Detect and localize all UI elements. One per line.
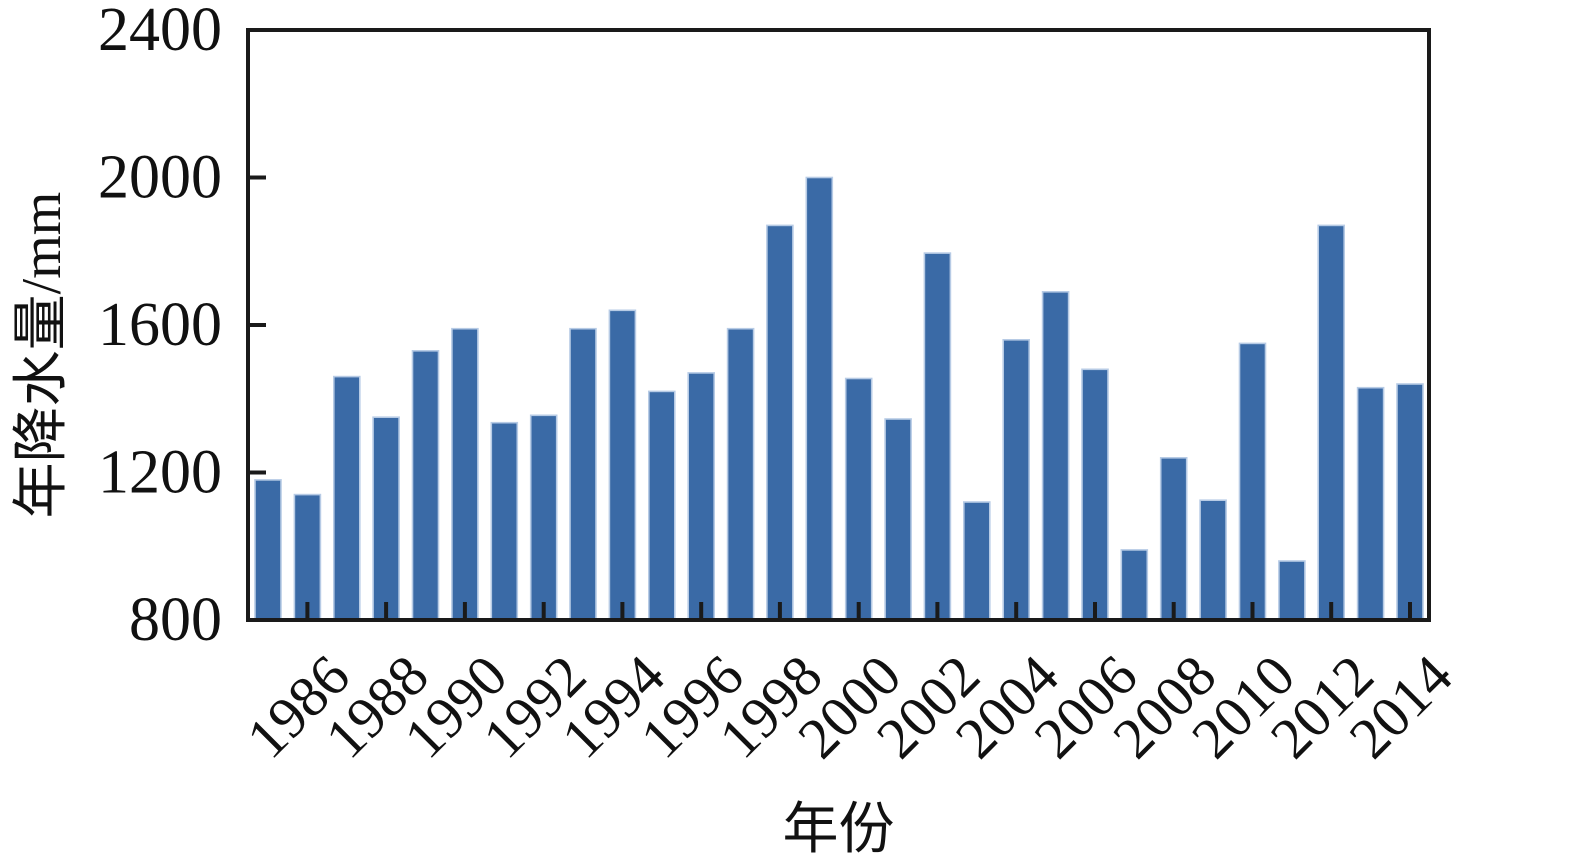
x-axis-label: 年份 (783, 799, 895, 861)
bar (451, 327, 479, 621)
bar (1120, 549, 1149, 621)
bar (687, 372, 716, 621)
bar (844, 377, 873, 621)
bar (1081, 368, 1109, 621)
y-tick-label: 2400 (98, 0, 222, 64)
bars-group (254, 176, 1424, 621)
bar (569, 327, 597, 621)
bar (254, 479, 282, 621)
y-tick-label: 2000 (98, 144, 222, 212)
bar (372, 416, 400, 621)
bar (529, 414, 558, 621)
plot-frame (246, 28, 1431, 622)
bar (726, 327, 755, 621)
bar (1317, 224, 1345, 621)
bar (411, 349, 440, 621)
bar (1278, 560, 1306, 621)
bar (1159, 456, 1188, 621)
y-tick-label: 1600 (98, 291, 222, 359)
bar (923, 252, 952, 621)
bar (1238, 342, 1267, 621)
bar (1396, 383, 1424, 621)
bar (608, 309, 637, 621)
bar (962, 501, 991, 621)
y-axis-ticks-group: 800 1200 1600 2000 2400 (98, 0, 266, 654)
y-axis-label: 年降水量/mm (11, 192, 73, 519)
bar (332, 375, 361, 621)
bar (766, 224, 794, 621)
bar (1002, 338, 1031, 621)
bar (293, 493, 322, 621)
bar (1041, 290, 1070, 621)
bar (490, 421, 519, 621)
x-axis-ticks-group: 1986198819901992199419961998200020022004… (234, 602, 1465, 771)
bar (1199, 499, 1227, 621)
bar (805, 176, 834, 621)
y-tick-label: 1200 (98, 439, 222, 507)
bar (647, 390, 676, 621)
bar (884, 418, 912, 621)
bar (1356, 386, 1385, 621)
y-tick-label: 800 (129, 586, 222, 654)
